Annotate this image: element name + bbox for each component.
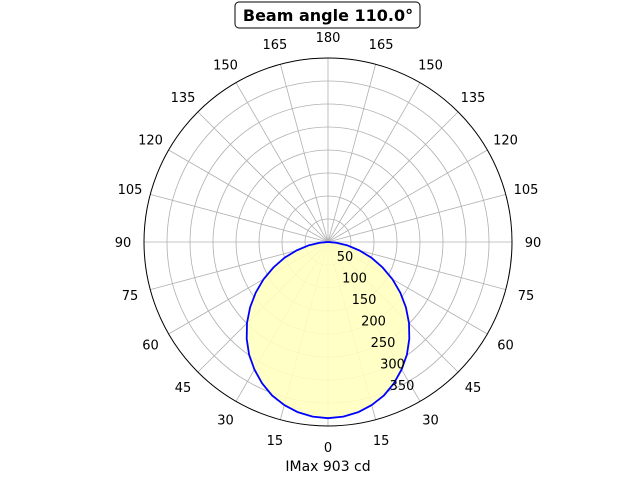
series-layer [143, 57, 513, 427]
theta-tick-label: 15 [373, 434, 390, 449]
theta-tick-label: 45 [465, 381, 482, 396]
theta-tick-label: 60 [142, 339, 159, 354]
theta-tick-label: 90 [115, 236, 132, 251]
theta-tick-label: 120 [138, 134, 163, 149]
theta-tick-label: 30 [422, 414, 439, 429]
grid-spoke [327, 149, 488, 243]
theta-tick-label: 135 [461, 91, 486, 106]
theta-tick-label: 45 [175, 381, 192, 396]
grid-spoke [327, 64, 377, 243]
theta-tick-label: 75 [518, 289, 535, 304]
series-line [245, 241, 411, 420]
theta-tick-label: 105 [514, 183, 539, 198]
grid-spoke [197, 111, 329, 243]
r-tick-label: 200 [361, 315, 386, 330]
theta-tick-label: 15 [267, 434, 284, 449]
theta-tick-label: 135 [171, 91, 196, 106]
angle-tick-labels: 0 15 15 30 30 45 45 60 60 75 75 90 90 105 105 120 120 135… [115, 31, 542, 456]
theta-tick-label: 180 [316, 31, 341, 46]
theta-tick-label: 90 [525, 236, 542, 251]
grid-spoke [327, 82, 421, 243]
r-tick-label: 150 [352, 293, 377, 308]
series-fill [246, 242, 410, 419]
theta-tick-label: 150 [213, 59, 238, 74]
grid-spoke [168, 149, 329, 243]
theta-tick-label: 60 [497, 339, 514, 354]
polar-frame [143, 57, 513, 427]
theta-tick-label: 105 [118, 183, 143, 198]
r-tick-label: 350 [390, 379, 415, 394]
grid-spoke [279, 64, 329, 243]
r-tick-label: 50 [337, 250, 354, 265]
r-tick-label: 100 [342, 272, 367, 287]
grid-spoke [327, 193, 506, 243]
theta-tick-label: 150 [418, 59, 443, 74]
r-tick-label: 300 [380, 358, 405, 373]
x-axis-label: IMax 903 cd [285, 459, 370, 475]
theta-tick-label: 75 [122, 289, 139, 304]
theta-tick-label: 0 [324, 441, 332, 456]
theta-tick-label: 165 [262, 38, 287, 53]
grid-spoke [150, 193, 329, 243]
theta-tick-label: 120 [493, 134, 518, 149]
theta-tick-label: 30 [217, 414, 234, 429]
title-box [234, 1, 421, 29]
theta-tick-label: 165 [369, 38, 394, 53]
r-tick-label: 250 [371, 336, 396, 351]
radial-tick-labels: 50 100 150 200 250 300 350 [337, 250, 415, 394]
grid-spoke [327, 111, 459, 243]
grid-spoke [235, 82, 329, 243]
chart-title: Beam angle 110.0° [243, 6, 413, 25]
